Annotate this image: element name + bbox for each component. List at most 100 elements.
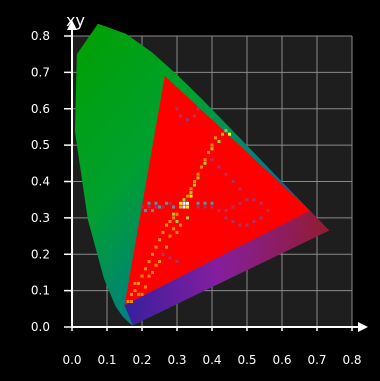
data-point (158, 238, 161, 242)
x-tick-label: 0.7 (307, 353, 326, 367)
data-point (217, 140, 221, 143)
data-point (154, 205, 158, 209)
data-point (147, 274, 151, 278)
data-point (217, 209, 221, 213)
data-point (147, 205, 151, 209)
data-point (158, 260, 161, 263)
data-point (224, 209, 228, 213)
data-point (172, 212, 175, 216)
data-point (172, 216, 175, 220)
data-point (266, 209, 270, 213)
x-tick-label: 0.6 (272, 353, 291, 367)
data-point (196, 107, 200, 111)
data-point (168, 234, 172, 238)
data-point (217, 165, 221, 169)
x-tick-label: 0.1 (97, 353, 116, 367)
data-point (231, 180, 235, 183)
data-point (210, 158, 214, 162)
data-point (165, 223, 168, 227)
data-point (140, 205, 144, 209)
data-point (144, 267, 147, 271)
data-point (221, 132, 224, 136)
data-point (224, 172, 228, 176)
gamut-triangle (124, 76, 310, 306)
axes (67, 20, 368, 332)
data-point (130, 292, 133, 296)
data-point (126, 300, 130, 303)
data-point (203, 201, 207, 205)
y-tick-label: 0.6 (31, 102, 50, 116)
data-point (179, 201, 182, 205)
data-point (193, 183, 196, 187)
data-point (210, 143, 214, 147)
data-point (182, 205, 186, 209)
data-point (238, 201, 242, 205)
data-point (252, 220, 256, 223)
data-point (182, 198, 186, 202)
data-point (252, 198, 256, 202)
data-point (168, 220, 172, 223)
data-point (172, 227, 175, 231)
data-point (158, 205, 161, 209)
data-point (172, 205, 175, 209)
data-point (210, 147, 214, 151)
data-point (186, 205, 189, 209)
y-tick-label: 0.5 (31, 138, 50, 152)
x-axis-arrow (358, 322, 368, 332)
data-point (193, 180, 196, 183)
data-point (175, 260, 179, 263)
x-tick-label: 0.4 (202, 353, 221, 367)
data-point (259, 216, 263, 220)
data-point (259, 201, 263, 205)
data-point (165, 201, 168, 205)
data-point (144, 209, 147, 213)
data-points (126, 107, 270, 303)
data-point (203, 161, 207, 165)
data-point (161, 230, 165, 234)
x-tick-labels: 0.0 0.1 0.2 0.3 0.4 0.5 0.6 0.7 0.8 (62, 327, 362, 367)
data-point (238, 223, 242, 227)
y-tick-label: 0.8 (31, 29, 50, 43)
data-point (151, 252, 154, 256)
data-point (179, 114, 182, 118)
y-tick-label: 0.1 (31, 284, 50, 298)
chart-title: xy (66, 11, 85, 30)
data-point (224, 216, 228, 220)
data-point (165, 245, 168, 249)
data-point (200, 165, 203, 169)
data-point (140, 274, 144, 278)
y-tick-label: 0.7 (31, 65, 50, 79)
x-tick-label: 0.8 (342, 353, 361, 367)
data-point (203, 205, 207, 209)
x-tick-label: 0.3 (167, 353, 186, 367)
y-tick-label: 0.3 (31, 211, 50, 225)
data-point (182, 201, 186, 205)
data-point (189, 190, 193, 194)
data-point (186, 194, 189, 198)
data-point (161, 205, 165, 209)
data-point (151, 209, 154, 213)
x-tick-label: 0.2 (132, 353, 151, 367)
data-point (210, 201, 214, 205)
data-point (186, 201, 189, 205)
data-point (137, 292, 140, 296)
data-point (154, 263, 158, 267)
data-point (189, 187, 193, 191)
data-point (147, 201, 151, 205)
data-point (224, 129, 228, 133)
data-point (147, 260, 151, 263)
data-point (238, 187, 242, 191)
data-point (179, 223, 182, 227)
x-tick-label: 0.0 (62, 353, 81, 367)
data-point (193, 114, 196, 118)
data-point (168, 201, 172, 205)
y-axis-arrow (67, 20, 77, 30)
y-tick-label: 0.4 (31, 175, 50, 189)
data-point (196, 201, 200, 205)
data-point (154, 201, 158, 205)
data-point (175, 212, 179, 216)
data-point (186, 216, 189, 220)
data-point (231, 205, 235, 209)
